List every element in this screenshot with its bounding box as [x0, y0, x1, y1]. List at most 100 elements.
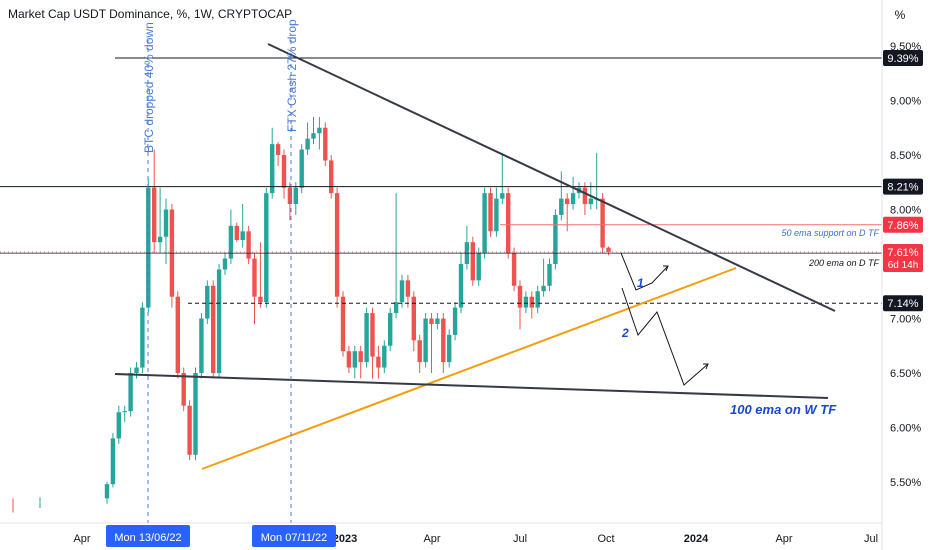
level-badge-text: 7.86%	[887, 220, 918, 232]
candle-body	[340, 296, 346, 352]
candle	[565, 193, 570, 232]
level-badge-text: 9.39%	[887, 53, 918, 65]
candle-body	[299, 149, 304, 188]
candle	[393, 193, 399, 319]
candle-body	[152, 187, 157, 243]
candle	[423, 313, 428, 368]
candle-body	[393, 302, 399, 314]
candle-body	[234, 225, 239, 241]
candle-body	[600, 198, 605, 248]
candle-body	[423, 318, 428, 363]
candle-body	[494, 198, 499, 232]
ftx-crash-annotation: FTX Crash 27% drop	[285, 19, 299, 132]
candle-body	[470, 242, 475, 281]
time-tick-label: Jul	[513, 533, 527, 545]
ema100-annotation: 100 ema on W TF	[730, 402, 837, 417]
candle	[293, 182, 298, 215]
candle-body	[565, 198, 570, 205]
level-badge-bg	[883, 49, 923, 66]
candle-body	[287, 187, 293, 205]
candle	[429, 313, 434, 373]
candle-body	[228, 225, 234, 259]
candle-body	[187, 405, 192, 455]
candle-body	[500, 193, 505, 199]
candle-body	[110, 438, 116, 485]
candle-body	[240, 231, 245, 241]
candle-body	[264, 193, 269, 303]
candle	[506, 187, 511, 259]
level-badge: 8.21%	[883, 178, 923, 195]
candle-body	[376, 356, 381, 368]
candle	[181, 367, 186, 412]
drawings-layer: BTC dropped 40% down FTX Crash 27% drop 50…	[0, 19, 882, 523]
candle	[582, 182, 588, 215]
candle-body	[535, 291, 540, 308]
candle-body	[570, 193, 576, 205]
candle-body	[588, 198, 593, 205]
candle	[470, 236, 475, 286]
candle	[541, 258, 546, 297]
candle-body	[517, 285, 523, 308]
descending-trendline	[267, 43, 836, 312]
candle-body	[275, 144, 281, 155]
path-2-label: 2	[621, 326, 629, 340]
candle-body	[511, 253, 517, 286]
candle	[382, 340, 387, 373]
candle-body	[429, 318, 434, 324]
candle	[264, 187, 269, 308]
candle-body	[258, 296, 263, 303]
candle-body	[317, 127, 322, 134]
price-axis[interactable]: 9.50%9.00%8.50%8.00%7.50%7.00%6.50%6.00%…	[881, 0, 923, 550]
candle-body	[399, 280, 405, 303]
candle-body	[122, 411, 127, 413]
date-badge-text: Mon 07/11/22	[261, 532, 327, 544]
time-tick-label: 2023	[333, 533, 357, 545]
candle	[211, 280, 216, 379]
candle-body	[346, 351, 352, 368]
candle-body	[364, 313, 369, 363]
candle	[376, 345, 381, 379]
candle-body	[305, 138, 310, 150]
candle	[364, 307, 369, 368]
last-price-badge: 7.61%6d 14h	[883, 244, 923, 273]
time-tick-label: Apr	[73, 533, 90, 545]
candle	[157, 187, 163, 254]
percent-scale-button[interactable]: %	[894, 8, 906, 22]
candle	[116, 405, 121, 444]
candle	[370, 307, 375, 379]
price-tick-label: 5.50%	[890, 477, 921, 489]
projection-path-2	[621, 287, 709, 386]
ema50-annotation: 50 ema support on D TF	[781, 228, 879, 238]
last-price-countdown: 6d 14h	[888, 260, 919, 271]
candle-body	[104, 484, 110, 499]
time-axis[interactable]: Apr 2023 Apr Jul Oct 2024 Apr Jul Mon 13/06/22 Mo…	[0, 522, 882, 547]
last-price-value: 7.61%	[887, 247, 918, 259]
level-badge: 7.86%	[883, 216, 923, 233]
date-badge-bg	[106, 525, 190, 547]
date-badge[interactable]: Mon 07/11/22	[252, 525, 336, 547]
last-price-badge-bg	[883, 244, 923, 273]
candle	[523, 291, 529, 314]
candle	[240, 204, 245, 248]
time-tick-label: 2024	[684, 533, 709, 545]
arrow-head	[703, 363, 709, 370]
candle	[352, 345, 357, 379]
candle	[606, 246, 611, 256]
candle	[146, 178, 151, 314]
candle	[134, 362, 139, 379]
candle	[559, 171, 564, 221]
candle	[175, 291, 180, 379]
ema200-annotation: 200 ema on D TF	[808, 258, 880, 268]
candle	[547, 258, 552, 292]
candle-body	[334, 193, 340, 297]
level-badge-bg	[883, 178, 923, 195]
date-badge[interactable]: Mon 13/06/22	[106, 525, 190, 547]
candle-body	[482, 193, 487, 254]
candles-layer	[12, 116, 611, 513]
candle	[405, 274, 411, 308]
candle-body	[140, 307, 145, 368]
candle	[340, 291, 346, 357]
candle-body	[523, 296, 529, 308]
date-badge-text: Mon 13/06/22	[114, 532, 181, 544]
